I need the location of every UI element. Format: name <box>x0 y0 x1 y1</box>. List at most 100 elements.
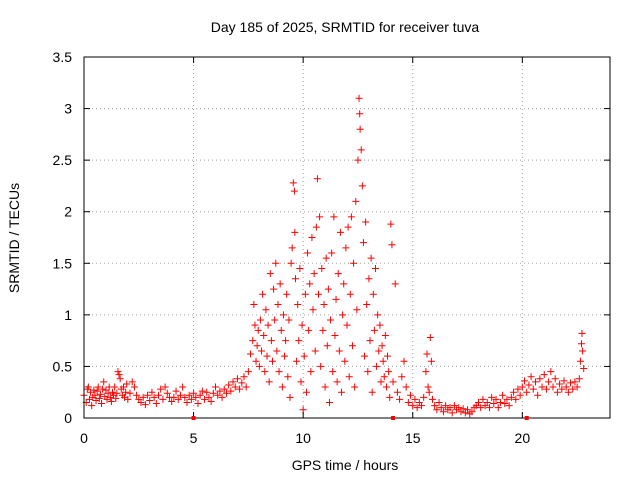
data-point <box>172 387 180 395</box>
data-point <box>276 280 284 288</box>
data-point <box>111 383 119 391</box>
data-point <box>503 395 511 403</box>
data-point <box>93 387 101 395</box>
data-point <box>308 234 316 241</box>
data-point <box>398 373 406 381</box>
data-point <box>139 393 147 401</box>
data-point <box>426 334 434 342</box>
data-point <box>521 377 529 385</box>
chart-title: Day 185 of 2025, SRMTID for receiver tuv… <box>211 19 480 35</box>
data-point <box>373 362 381 370</box>
data-point <box>357 146 365 154</box>
data-point <box>150 393 158 401</box>
data-point <box>304 249 312 257</box>
data-point <box>325 399 333 407</box>
data-point <box>411 395 419 403</box>
data-point <box>485 404 493 412</box>
data-point <box>347 213 355 221</box>
data-point <box>310 270 318 278</box>
data-point <box>312 223 320 231</box>
data-point <box>562 383 570 391</box>
data-point <box>579 347 587 355</box>
data-point <box>344 223 352 231</box>
data-point <box>365 275 373 283</box>
data-point <box>209 389 217 397</box>
data-point <box>311 347 319 355</box>
data-point <box>321 383 329 391</box>
data-point <box>240 373 248 381</box>
data-point <box>251 321 259 329</box>
data-point <box>494 404 502 412</box>
data-point <box>207 397 215 405</box>
data-point <box>157 385 165 393</box>
data-point <box>293 357 301 365</box>
data-point <box>523 388 531 396</box>
data-point <box>244 368 252 376</box>
data-point <box>375 347 383 355</box>
data-point <box>161 383 169 391</box>
data-point <box>305 326 313 334</box>
data-point <box>549 383 557 391</box>
data-point <box>423 350 431 358</box>
data-point <box>413 404 421 412</box>
data-point <box>527 373 535 381</box>
data-point <box>95 394 103 402</box>
data-point <box>376 321 384 329</box>
data-point <box>229 378 237 386</box>
data-point <box>371 264 379 272</box>
data-point <box>91 391 99 399</box>
y-tick-label: 2 <box>64 204 72 220</box>
gap-marker <box>191 416 196 420</box>
data-point <box>112 394 120 402</box>
data-point <box>187 395 195 403</box>
data-point <box>355 94 363 102</box>
x-tick-label: 15 <box>405 430 421 446</box>
data-point <box>518 383 526 391</box>
data-point <box>531 378 539 386</box>
data-point <box>571 378 579 386</box>
data-point <box>290 187 298 195</box>
data-point <box>148 388 156 396</box>
data-point <box>260 331 268 339</box>
data-point <box>170 393 178 401</box>
data-point <box>567 379 575 387</box>
data-point <box>96 390 104 398</box>
data-point <box>578 340 586 348</box>
data-point <box>369 290 377 298</box>
grid-lines <box>84 57 610 418</box>
data-point <box>144 391 152 399</box>
data-point <box>124 395 132 403</box>
data-point <box>348 342 356 350</box>
data-point <box>267 337 275 345</box>
data-point <box>384 352 392 360</box>
data-point <box>88 402 96 410</box>
gap-marker <box>391 416 396 420</box>
data-point <box>342 244 350 252</box>
data-point <box>301 290 309 298</box>
data-point <box>468 408 476 416</box>
y-tick-label: 0 <box>64 410 72 426</box>
data-point <box>122 388 130 396</box>
data-point <box>345 373 353 381</box>
data-point <box>317 362 325 370</box>
y-tick-label: 3.5 <box>53 49 73 65</box>
data-point <box>273 347 281 355</box>
data-point <box>420 393 428 401</box>
data-point <box>315 290 323 298</box>
data-point <box>262 306 270 314</box>
plot-frame <box>83 56 611 419</box>
x-tick-label: 20 <box>515 430 531 446</box>
data-point <box>94 383 102 391</box>
data-point <box>331 331 339 339</box>
axis-ticks <box>83 56 610 419</box>
data-point <box>538 383 546 391</box>
data-point <box>98 400 106 408</box>
data-point <box>288 244 296 252</box>
data-point <box>247 350 255 358</box>
data-point <box>126 389 134 397</box>
data-point <box>525 381 533 389</box>
data-point <box>363 301 371 309</box>
data-point <box>576 357 584 365</box>
data-point <box>435 399 443 407</box>
